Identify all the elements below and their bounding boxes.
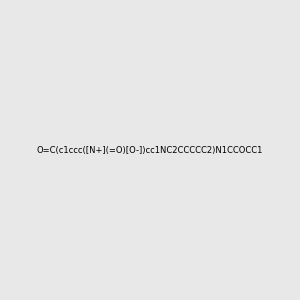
Text: O=C(c1ccc([N+](=O)[O-])cc1NC2CCCCC2)N1CCOCC1: O=C(c1ccc([N+](=O)[O-])cc1NC2CCCCC2)N1CC… bbox=[37, 146, 263, 154]
